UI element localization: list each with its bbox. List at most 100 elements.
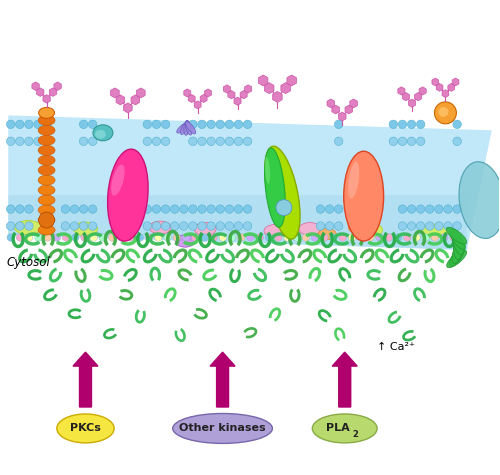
Circle shape	[234, 222, 242, 230]
Circle shape	[426, 222, 434, 230]
Polygon shape	[228, 91, 235, 99]
Ellipse shape	[175, 235, 195, 247]
Circle shape	[70, 222, 78, 230]
Circle shape	[188, 205, 197, 213]
Ellipse shape	[452, 231, 464, 255]
Ellipse shape	[344, 151, 384, 241]
Circle shape	[143, 222, 152, 230]
Circle shape	[152, 137, 160, 145]
Circle shape	[34, 120, 42, 129]
Ellipse shape	[93, 125, 113, 141]
Ellipse shape	[95, 130, 106, 139]
Ellipse shape	[38, 135, 55, 145]
Circle shape	[24, 205, 33, 213]
Polygon shape	[408, 99, 416, 107]
Ellipse shape	[459, 162, 500, 238]
Circle shape	[118, 234, 125, 241]
Circle shape	[88, 222, 97, 230]
Circle shape	[234, 205, 242, 213]
Ellipse shape	[452, 239, 464, 264]
Ellipse shape	[186, 122, 196, 134]
Circle shape	[416, 137, 425, 145]
Circle shape	[413, 234, 420, 241]
Circle shape	[416, 120, 425, 129]
Circle shape	[80, 120, 88, 129]
Polygon shape	[116, 95, 124, 105]
Circle shape	[146, 234, 153, 241]
Circle shape	[198, 120, 206, 129]
Circle shape	[162, 222, 170, 230]
Circle shape	[358, 234, 365, 241]
Polygon shape	[184, 89, 190, 97]
Ellipse shape	[38, 185, 55, 195]
Circle shape	[90, 234, 98, 241]
Circle shape	[408, 120, 416, 129]
Circle shape	[398, 120, 406, 129]
Circle shape	[61, 222, 70, 230]
Circle shape	[6, 222, 15, 230]
Circle shape	[143, 137, 152, 145]
Circle shape	[216, 137, 224, 145]
Circle shape	[293, 234, 300, 241]
Circle shape	[198, 222, 206, 230]
Polygon shape	[32, 82, 39, 90]
Circle shape	[44, 234, 52, 241]
Circle shape	[207, 205, 216, 213]
Circle shape	[274, 234, 282, 241]
Circle shape	[6, 137, 15, 145]
Circle shape	[80, 234, 88, 241]
Circle shape	[422, 234, 430, 241]
Circle shape	[6, 120, 15, 129]
Circle shape	[398, 222, 406, 230]
Ellipse shape	[265, 157, 270, 184]
Circle shape	[80, 205, 88, 213]
Ellipse shape	[38, 115, 55, 125]
Polygon shape	[50, 88, 56, 96]
Ellipse shape	[38, 215, 55, 225]
Circle shape	[188, 222, 197, 230]
Circle shape	[316, 205, 324, 213]
Circle shape	[326, 222, 334, 230]
Ellipse shape	[312, 414, 377, 443]
Polygon shape	[414, 93, 422, 101]
Ellipse shape	[356, 223, 382, 237]
Circle shape	[265, 234, 272, 241]
Circle shape	[225, 137, 234, 145]
Ellipse shape	[348, 222, 366, 233]
Circle shape	[88, 205, 97, 213]
Circle shape	[219, 234, 226, 241]
Ellipse shape	[74, 222, 98, 236]
Polygon shape	[264, 83, 274, 94]
Circle shape	[88, 137, 97, 145]
Circle shape	[444, 205, 452, 213]
Ellipse shape	[38, 165, 55, 175]
Ellipse shape	[450, 245, 465, 266]
Circle shape	[234, 137, 242, 145]
Circle shape	[434, 205, 443, 213]
Circle shape	[398, 137, 406, 145]
Circle shape	[276, 200, 292, 216]
Circle shape	[284, 234, 291, 241]
Ellipse shape	[38, 225, 55, 235]
Circle shape	[152, 205, 160, 213]
Circle shape	[234, 120, 242, 129]
Polygon shape	[131, 95, 140, 105]
Circle shape	[88, 120, 97, 129]
Ellipse shape	[150, 221, 171, 234]
Ellipse shape	[38, 175, 55, 185]
Polygon shape	[436, 84, 443, 91]
Polygon shape	[287, 75, 296, 86]
Circle shape	[228, 234, 236, 241]
Circle shape	[62, 234, 70, 241]
Circle shape	[162, 120, 170, 129]
Circle shape	[80, 137, 88, 145]
Polygon shape	[188, 95, 195, 103]
Circle shape	[34, 234, 42, 241]
Polygon shape	[258, 75, 268, 86]
Circle shape	[312, 234, 319, 241]
Ellipse shape	[38, 205, 55, 215]
Circle shape	[216, 222, 224, 230]
Circle shape	[108, 234, 116, 241]
Ellipse shape	[446, 227, 467, 244]
Circle shape	[366, 234, 374, 241]
